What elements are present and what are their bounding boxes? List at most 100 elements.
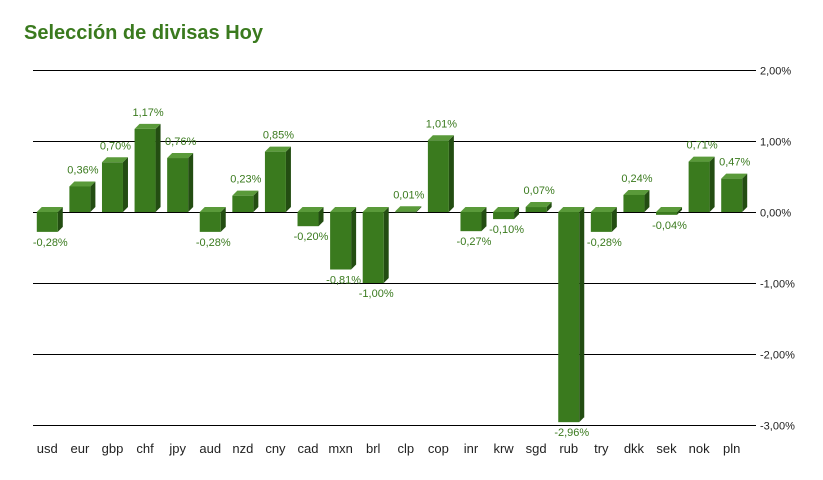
bar-front <box>395 211 417 213</box>
data-labels: -0,28% 0,36%0,70% 1,17% 0,76% -0,28% 0,23% 0,8… <box>33 107 751 439</box>
bar-gbp <box>101 157 128 212</box>
bar-side <box>155 123 161 212</box>
bar-front <box>101 162 123 212</box>
bar-front <box>36 212 58 232</box>
bar-front <box>525 207 547 212</box>
data-label: 0,36% <box>67 164 98 176</box>
x-tick-label: gbp <box>102 441 124 456</box>
bar-side <box>383 207 389 283</box>
data-label: 0,85% <box>263 130 294 142</box>
bar-side <box>90 181 96 212</box>
x-axis: usd eur gbp chf jpy aud nzd cny cad mxn brl clp cop i… <box>37 441 741 456</box>
bar-front <box>656 212 678 215</box>
data-label: -0,20% <box>294 231 329 243</box>
x-tick-label: pln <box>723 441 740 456</box>
x-tick-label: dkk <box>624 441 645 456</box>
bar-inr <box>460 207 487 232</box>
bar-side <box>546 202 552 212</box>
data-label: 0,01% <box>393 189 424 201</box>
bar-side <box>481 207 487 232</box>
data-label: -0,81% <box>326 275 361 287</box>
bar-top <box>264 146 291 152</box>
data-label: -0,27% <box>457 236 492 248</box>
y-tick-label: -1,00% <box>760 279 795 291</box>
data-label: -2,96% <box>554 427 589 439</box>
x-tick-label: mxn <box>328 441 353 456</box>
bar-rub <box>558 207 585 423</box>
bar-front <box>167 158 189 212</box>
bar-front <box>493 212 515 220</box>
bar-top <box>558 207 585 212</box>
data-label: 0,71% <box>687 140 718 152</box>
data-label: -0,10% <box>489 224 524 236</box>
bar-front <box>330 212 352 270</box>
bar-side <box>742 173 748 212</box>
bar-front <box>297 212 319 227</box>
bar-top <box>362 207 389 212</box>
gridlines <box>33 70 756 426</box>
bar-krw <box>493 207 520 220</box>
y-tick-label: -3,00% <box>760 421 795 433</box>
x-tick-label: eur <box>70 441 89 456</box>
x-tick-label: usd <box>37 441 58 456</box>
x-tick-label: nzd <box>232 441 253 456</box>
bar-side <box>448 135 454 212</box>
x-tick-label: cad <box>298 441 319 456</box>
bar-side <box>285 146 291 212</box>
bar-side <box>514 207 520 220</box>
bar-side <box>579 207 585 423</box>
bar-side <box>351 207 357 270</box>
bar-try <box>590 207 617 232</box>
bar-front <box>688 161 710 212</box>
bar-front <box>558 212 580 423</box>
bar-eur <box>69 181 96 212</box>
bar-top <box>493 207 520 212</box>
bar-top <box>395 206 422 212</box>
data-label: 0,47% <box>719 157 750 169</box>
data-label: -0,28% <box>587 237 622 249</box>
bar-top <box>101 157 128 163</box>
chart-title: Selección de divisas Hoy <box>24 22 263 44</box>
x-tick-label: jpy <box>168 441 186 456</box>
bar-nzd <box>232 190 259 212</box>
bar-top <box>721 173 748 179</box>
bar-chf <box>134 123 161 212</box>
bar-top <box>36 207 63 212</box>
bar-dkk <box>623 189 650 212</box>
bar-top <box>199 207 226 212</box>
bar-usd <box>36 207 63 232</box>
x-tick-label: clp <box>397 441 414 456</box>
bar-front <box>460 212 482 232</box>
bar-sek <box>656 207 683 215</box>
bar-front <box>264 151 286 212</box>
bar-side <box>57 207 63 232</box>
bar-top <box>427 135 454 141</box>
bar-top <box>134 123 161 129</box>
bar-sgd <box>525 202 552 212</box>
data-label: 0,70% <box>100 140 131 152</box>
bar-top <box>69 181 96 187</box>
bar-side <box>611 207 617 232</box>
y-tick-label: 0,00% <box>760 208 791 220</box>
bar-top <box>656 207 683 212</box>
bar-clp <box>395 206 422 213</box>
bar-cad <box>297 207 324 227</box>
bar-top <box>460 207 487 212</box>
y-axis: 2,00% 1,00% 0,00% -1,00% -2,00% -3,00% <box>760 66 795 433</box>
x-tick-label: sek <box>656 441 677 456</box>
data-label: 1,17% <box>132 107 163 119</box>
x-tick-label: nok <box>689 441 710 456</box>
bar-side <box>416 206 422 213</box>
bar-front <box>232 195 254 212</box>
bar-top <box>590 207 617 212</box>
y-tick-label: 2,00% <box>760 66 791 78</box>
bar-cop <box>427 135 454 212</box>
bar-nok <box>688 156 715 212</box>
y-tick-label: 1,00% <box>760 137 791 149</box>
bar-front <box>69 186 91 212</box>
bar-side <box>644 189 650 212</box>
x-tick-label: sgd <box>526 441 547 456</box>
bar-side <box>709 156 715 212</box>
data-label: -1,00% <box>359 288 394 300</box>
